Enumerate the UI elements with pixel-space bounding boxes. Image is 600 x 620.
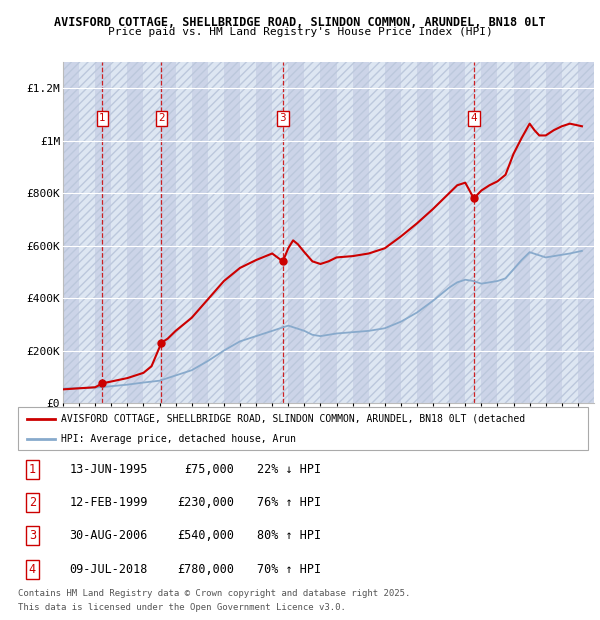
Text: 80% ↑ HPI: 80% ↑ HPI	[257, 529, 322, 542]
Text: 70% ↑ HPI: 70% ↑ HPI	[257, 563, 322, 576]
Text: AVISFORD COTTAGE, SHELLBRIDGE ROAD, SLINDON COMMON, ARUNDEL, BN18 0LT: AVISFORD COTTAGE, SHELLBRIDGE ROAD, SLIN…	[54, 16, 546, 29]
Bar	[449, 62, 465, 403]
Bar	[514, 62, 530, 403]
Bar	[256, 62, 272, 403]
Text: 09-JUL-2018: 09-JUL-2018	[70, 563, 148, 576]
Bar	[369, 62, 385, 403]
Text: 30-AUG-2006: 30-AUG-2006	[70, 529, 148, 542]
Bar	[256, 62, 272, 403]
Bar	[449, 62, 465, 403]
Bar	[176, 62, 192, 403]
Text: 12-FEB-1999: 12-FEB-1999	[70, 496, 148, 509]
Bar	[385, 62, 401, 403]
Bar	[127, 62, 143, 403]
Bar	[95, 62, 111, 403]
Bar	[433, 62, 449, 403]
Bar	[385, 62, 401, 403]
Bar	[401, 62, 417, 403]
Text: £75,000: £75,000	[185, 463, 235, 476]
Text: £540,000: £540,000	[178, 529, 235, 542]
Bar	[497, 62, 514, 403]
Bar	[481, 62, 497, 403]
Bar	[208, 62, 224, 403]
Bar	[433, 62, 449, 403]
Bar	[160, 62, 176, 403]
Bar	[304, 62, 320, 403]
Bar	[353, 62, 369, 403]
Bar	[337, 62, 353, 403]
Text: 76% ↑ HPI: 76% ↑ HPI	[257, 496, 322, 509]
Bar	[111, 62, 127, 403]
Text: HPI: Average price, detached house, Arun: HPI: Average price, detached house, Arun	[61, 434, 296, 444]
Bar	[63, 62, 79, 403]
Bar	[497, 62, 514, 403]
Bar	[79, 62, 95, 403]
Bar	[240, 62, 256, 403]
Bar	[127, 62, 143, 403]
Text: AVISFORD COTTAGE, SHELLBRIDGE ROAD, SLINDON COMMON, ARUNDEL, BN18 0LT (detached: AVISFORD COTTAGE, SHELLBRIDGE ROAD, SLIN…	[61, 414, 525, 423]
Bar	[369, 62, 385, 403]
Text: 4: 4	[470, 113, 477, 123]
Text: 2: 2	[29, 496, 36, 509]
Bar	[208, 62, 224, 403]
Text: Contains HM Land Registry data © Crown copyright and database right 2025.: Contains HM Land Registry data © Crown c…	[18, 589, 410, 598]
Text: £780,000: £780,000	[178, 563, 235, 576]
Text: 1: 1	[29, 463, 36, 476]
Bar	[224, 62, 240, 403]
Bar	[272, 62, 288, 403]
Bar	[143, 62, 160, 403]
Bar	[320, 62, 337, 403]
Bar	[79, 62, 95, 403]
Bar	[353, 62, 369, 403]
Bar	[530, 62, 546, 403]
Bar	[562, 62, 578, 403]
Text: 22% ↓ HPI: 22% ↓ HPI	[257, 463, 322, 476]
Bar	[401, 62, 417, 403]
Bar	[63, 62, 79, 403]
Bar	[465, 62, 481, 403]
Bar	[546, 62, 562, 403]
Text: £230,000: £230,000	[178, 496, 235, 509]
Bar	[288, 62, 304, 403]
Bar	[546, 62, 562, 403]
Bar	[304, 62, 320, 403]
Text: This data is licensed under the Open Government Licence v3.0.: This data is licensed under the Open Gov…	[18, 603, 346, 612]
Bar	[530, 62, 546, 403]
Text: 13-JUN-1995: 13-JUN-1995	[70, 463, 148, 476]
Bar	[143, 62, 160, 403]
Bar	[337, 62, 353, 403]
Bar	[417, 62, 433, 403]
Bar	[111, 62, 127, 403]
Bar	[176, 62, 192, 403]
Bar	[320, 62, 337, 403]
Text: 1: 1	[99, 113, 106, 123]
Bar	[514, 62, 530, 403]
Bar	[417, 62, 433, 403]
Bar	[160, 62, 176, 403]
Bar	[465, 62, 481, 403]
Bar	[272, 62, 288, 403]
Text: 3: 3	[29, 529, 36, 542]
Bar	[192, 62, 208, 403]
Bar	[481, 62, 497, 403]
Bar	[288, 62, 304, 403]
Bar	[192, 62, 208, 403]
Text: Price paid vs. HM Land Registry's House Price Index (HPI): Price paid vs. HM Land Registry's House …	[107, 27, 493, 37]
Bar	[224, 62, 240, 403]
Text: 4: 4	[29, 563, 36, 576]
Bar	[95, 62, 111, 403]
Text: 2: 2	[158, 113, 165, 123]
Bar	[578, 62, 594, 403]
Bar	[578, 62, 594, 403]
Bar	[240, 62, 256, 403]
Bar	[562, 62, 578, 403]
Text: 3: 3	[280, 113, 286, 123]
